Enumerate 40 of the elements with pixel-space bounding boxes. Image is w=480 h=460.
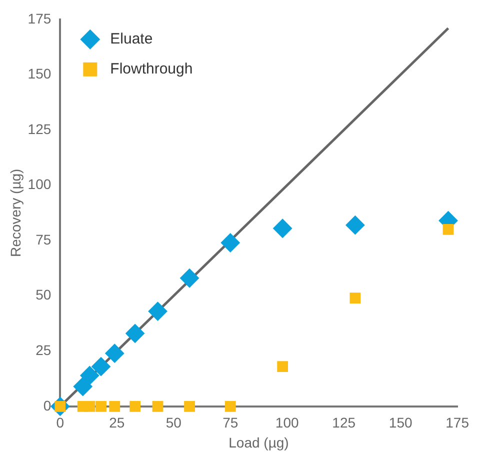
y-tick-label: 175 [28,10,52,26]
point [148,302,168,321]
legend-label: Flowthrough [110,60,193,78]
point [80,366,100,385]
y-tick-label: 100 [28,176,52,192]
y-tick-label: 75 [36,231,52,248]
point [220,233,240,252]
x-tick-label: 150 [388,414,412,431]
x-tick-label: 25 [109,414,125,431]
point [130,400,140,412]
point [84,400,96,412]
point [350,292,361,304]
x-tick-label: 50 [166,414,182,431]
point [105,344,124,363]
y-axis-title: Recovery (µg) [7,168,24,257]
point [346,216,365,235]
point [180,268,200,288]
point [273,218,292,238]
x-tick-label: 75 [222,414,238,431]
point [442,224,454,235]
point [224,400,236,412]
legend-label: Eluate [110,30,153,48]
x-tick-label: 175 [446,414,470,431]
point [184,400,195,412]
point [109,400,120,412]
point [96,400,106,412]
x-axis-title: Load (µg) [228,434,289,450]
y-tick-label: 125 [28,120,52,137]
y-tick-label: 50 [36,286,52,303]
point [73,376,92,396]
point [152,400,164,412]
point [126,324,145,343]
x-tick-label: 125 [332,414,356,431]
point [92,357,111,376]
x-tick-label: 0 [56,414,64,431]
y-tick-label: 25 [36,342,52,358]
y-tick-label: 0 [43,397,52,414]
x-tick-label: 100 [275,414,299,431]
point [277,361,288,372]
y-tick-label: 150 [28,66,52,82]
